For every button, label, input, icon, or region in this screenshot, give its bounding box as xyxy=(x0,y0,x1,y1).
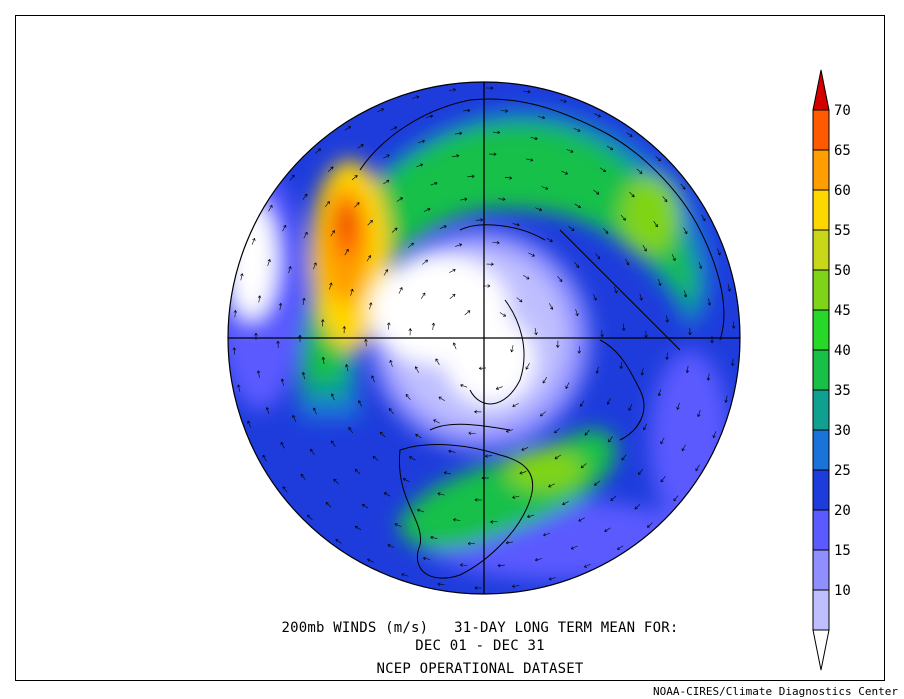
colorbar-tick-label: 55 xyxy=(834,223,851,239)
colorbar-swatch xyxy=(812,589,830,631)
colorbar-tick-label: 70 xyxy=(834,103,851,119)
plot-frame xyxy=(15,15,885,681)
colorbar-swatch xyxy=(812,189,830,231)
colorbar-tick-label: 30 xyxy=(834,423,851,439)
colorbar-swatch xyxy=(812,109,830,151)
credit-footer: NOAA-CIRES/Climate Diagnostics Center xyxy=(652,685,898,698)
colorbar-swatch xyxy=(812,269,830,311)
title-line-2: DEC 01 - DEC 31 xyxy=(415,638,545,654)
colorbar-tick-label: 10 xyxy=(834,583,851,599)
colorbar-tick-label: 45 xyxy=(834,303,851,319)
title-line-1: 200mb WINDS (m/s) 31-DAY LONG TERM MEAN … xyxy=(281,620,679,636)
colorbar-below-triangle xyxy=(812,629,830,671)
colorbar-swatch xyxy=(812,229,830,271)
colorbar-swatch xyxy=(812,149,830,191)
colorbar-above-triangle xyxy=(812,69,830,111)
colorbar-tick-label: 25 xyxy=(834,463,851,479)
colorbar-tick-label: 60 xyxy=(834,183,851,199)
colorbar-swatch xyxy=(812,509,830,551)
colorbar-tick-label: 50 xyxy=(834,263,851,279)
colorbar-tick-label: 35 xyxy=(834,383,851,399)
wind-vectors xyxy=(232,86,736,590)
colorbar-swatch xyxy=(812,469,830,511)
colorbar-swatch xyxy=(812,349,830,391)
colorbar-swatch xyxy=(812,549,830,591)
colorbar-swatch xyxy=(812,309,830,351)
colorbar-swatch xyxy=(812,429,830,471)
colorbar-tick-label: 40 xyxy=(834,343,851,359)
colorbar-tick-label: 20 xyxy=(834,503,851,519)
colorbar-tick-label: 15 xyxy=(834,543,851,559)
colorbar-swatch xyxy=(812,389,830,431)
coastlines xyxy=(359,98,725,579)
title-line-3: NCEP OPERATIONAL DATASET xyxy=(376,661,584,677)
colorbar-tick-label: 65 xyxy=(834,143,851,159)
